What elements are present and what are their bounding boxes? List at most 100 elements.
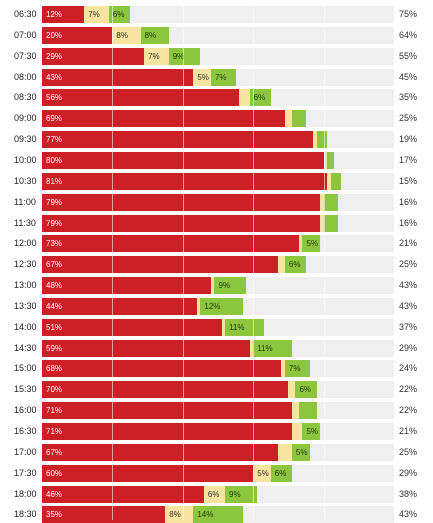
time-label: 10:30: [14, 175, 37, 186]
yellow-segment: [291, 402, 299, 420]
bar-row-1600: 16:00 71% 22%: [0, 402, 433, 420]
yellow-segment: 5%: [253, 464, 271, 482]
bar-row-1200: 12:00 73% 5% 21%: [0, 235, 433, 253]
rest-value-label: 25%: [398, 259, 417, 270]
bar-track: 69%: [42, 110, 394, 128]
red-segment: 59%: [42, 339, 250, 357]
bar-row-0630: 06:30 12% 7% 6% 75%: [0, 6, 433, 23]
rest-value-label: 43%: [398, 280, 417, 291]
time-label: 16:00: [14, 405, 37, 416]
red-value-label: 80%: [46, 155, 63, 165]
yellow-segment: [284, 110, 292, 128]
green-value-label: 8%: [144, 30, 157, 40]
yellow-segment: [288, 381, 296, 399]
bar-row-1400: 14:00 51% 11% 37%: [0, 318, 433, 336]
red-segment: 81%: [42, 172, 328, 190]
red-segment: 67%: [42, 443, 278, 461]
time-label: 17:30: [14, 467, 37, 478]
green-value-label: 14%: [197, 510, 214, 520]
time-label: 17:00: [14, 446, 37, 457]
bar-row-1030: 10:30 81% 15%: [0, 172, 433, 190]
red-segment: 80%: [42, 151, 324, 169]
red-value-label: 35%: [46, 510, 63, 520]
rest-value-label: 75%: [398, 9, 417, 19]
time-label: 09:00: [14, 113, 37, 124]
bar-track: 68% 7%: [42, 360, 394, 378]
rest-value-label: 22%: [398, 405, 417, 416]
green-segment: [298, 402, 317, 420]
yellow-segment: [281, 360, 285, 378]
green-segment: 6%: [295, 381, 317, 399]
bar-track: 46% 6% 9%: [42, 485, 394, 503]
time-label: 15:30: [14, 384, 37, 395]
red-segment: 20%: [42, 26, 113, 44]
rest-value-label: 24%: [398, 363, 417, 374]
green-value-label: 11%: [257, 343, 273, 353]
rest-value-label: 38%: [398, 488, 417, 499]
red-value-label: 71%: [46, 427, 63, 436]
green-value-label: 7%: [214, 72, 227, 82]
bar-track: 71% 5%: [42, 423, 394, 440]
bar-track: 67% 6%: [42, 256, 394, 274]
green-segment: 9%: [168, 47, 201, 65]
bar-row-1230: 12:30 67% 6% 25%: [0, 256, 433, 274]
yellow-segment: 8%: [112, 26, 141, 44]
bar-row-1800: 18:00 46% 6% 9% 38%: [0, 485, 433, 503]
green-value-label: 5%: [306, 427, 319, 436]
rest-value-label: 64%: [398, 29, 417, 40]
red-segment: 70%: [42, 381, 289, 399]
time-label: 06:30: [14, 9, 37, 19]
rest-value-label: 15%: [398, 175, 417, 186]
red-value-label: 59%: [46, 343, 63, 353]
yellow-value-label: 8%: [169, 510, 181, 520]
yellow-segment: 8%: [165, 506, 194, 523]
yellow-segment: [239, 89, 250, 107]
green-segment: [316, 131, 328, 149]
rest-value-label: 17%: [398, 154, 417, 165]
time-label: 12:00: [14, 238, 37, 249]
bar-row-1730: 17:30 60% 5% 6% 29%: [0, 464, 433, 482]
green-value-label: 9%: [218, 281, 231, 291]
green-value-label: 6%: [274, 468, 287, 478]
yellow-segment: [221, 318, 226, 336]
yellow-value-label: 6%: [207, 489, 220, 499]
rest-value-label: 35%: [398, 92, 417, 103]
red-value-label: 68%: [46, 364, 63, 374]
bar-row-1130: 11:30 79% 16%: [0, 214, 433, 232]
rest-value-label: 29%: [398, 342, 417, 353]
red-value-label: 67%: [46, 447, 63, 457]
bar-track: 71%: [42, 402, 394, 420]
bar-row-1830: 18:30 35% 8% 14% 43%: [0, 506, 433, 523]
red-value-label: 44%: [46, 301, 63, 311]
bar-track: 79%: [42, 193, 394, 211]
red-segment: 71%: [42, 402, 292, 420]
yellow-segment: 6%: [203, 485, 226, 503]
red-value-label: 67%: [46, 260, 63, 270]
bar-track: 35% 8% 14%: [42, 506, 394, 523]
bar-row-0930: 09:30 77% 19%: [0, 131, 433, 149]
green-value-label: 5%: [306, 239, 319, 249]
bar-track: 48% 9%: [42, 277, 394, 295]
red-value-label: 46%: [46, 489, 63, 499]
yellow-value-label: 8%: [116, 30, 128, 40]
red-segment: 51%: [42, 318, 222, 336]
red-segment: 35%: [42, 506, 166, 523]
green-segment: 11%: [225, 318, 264, 336]
bar-track: 81%: [42, 172, 394, 190]
red-value-label: 29%: [46, 51, 63, 61]
green-segment: [323, 214, 338, 232]
red-segment: 67%: [42, 256, 278, 274]
time-label: 12:30: [14, 259, 37, 270]
green-value-label: 6%: [299, 385, 311, 395]
rest-value-label: 22%: [398, 384, 417, 395]
yellow-segment: [277, 256, 285, 274]
yellow-segment: [323, 151, 328, 169]
yellow-segment: [249, 339, 254, 357]
red-segment: 79%: [42, 193, 321, 211]
red-segment: 77%: [42, 131, 314, 149]
rest-value-label: 29%: [398, 467, 417, 478]
rest-value-label: 37%: [398, 321, 417, 332]
yellow-segment: [277, 443, 292, 461]
red-value-label: 77%: [46, 135, 63, 145]
